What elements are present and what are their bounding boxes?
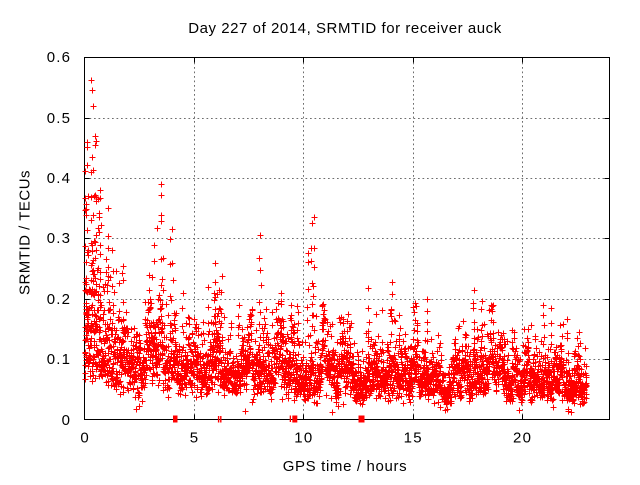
- svg-text:5: 5: [190, 430, 200, 447]
- svg-text:0.2: 0.2: [47, 291, 71, 308]
- svg-text:0.4: 0.4: [47, 170, 71, 187]
- svg-text:SRMTID / TECUs: SRMTID / TECUs: [17, 170, 34, 295]
- svg-text:15: 15: [404, 430, 423, 447]
- svg-text:Day 227 of 2014, SRMTID for re: Day 227 of 2014, SRMTID for receiver auc…: [188, 20, 502, 37]
- svg-text:0.5: 0.5: [47, 110, 71, 127]
- svg-text:0.6: 0.6: [47, 49, 71, 66]
- svg-text:0: 0: [80, 430, 90, 447]
- svg-text:GPS time / hours: GPS time / hours: [283, 458, 408, 475]
- svg-text:10: 10: [294, 430, 313, 447]
- svg-text:0.1: 0.1: [47, 351, 71, 368]
- svg-text:0.3: 0.3: [47, 230, 71, 247]
- svg-text:20: 20: [513, 430, 532, 447]
- svg-text:0: 0: [62, 412, 72, 429]
